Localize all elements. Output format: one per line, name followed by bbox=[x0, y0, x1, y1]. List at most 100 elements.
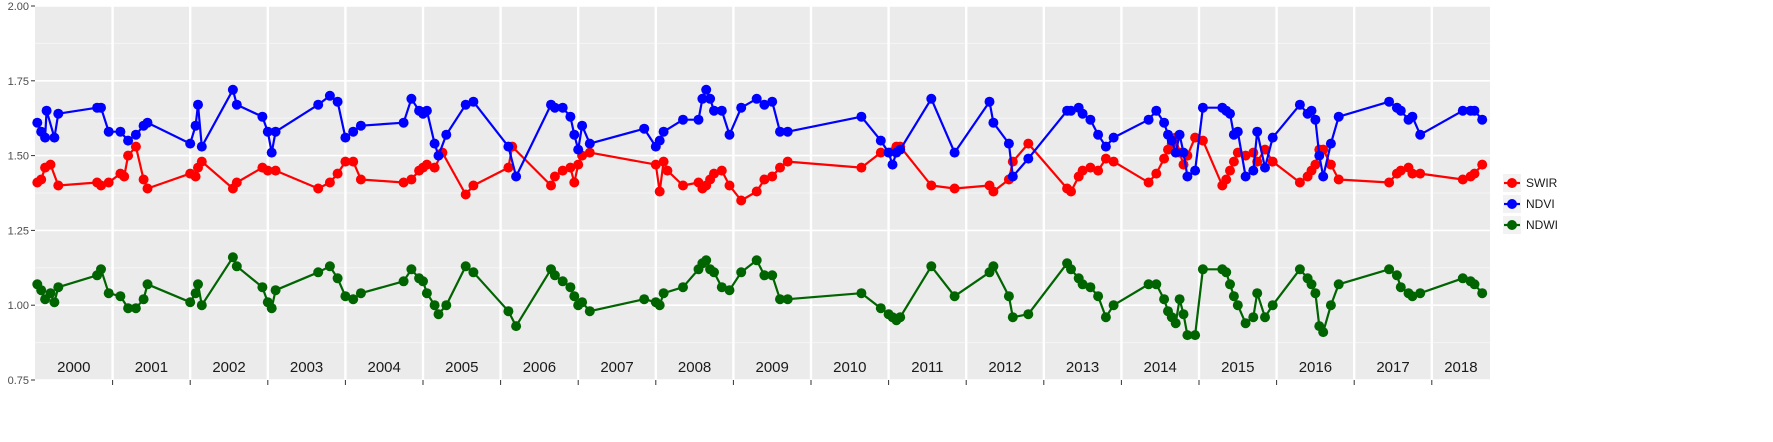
data-point-ndvi bbox=[142, 117, 153, 128]
data-point-ndvi bbox=[332, 96, 343, 107]
data-point-ndvi bbox=[227, 84, 238, 95]
legend-label: SWIR bbox=[1526, 176, 1558, 190]
data-point-swir bbox=[662, 165, 673, 176]
data-point-swir bbox=[988, 186, 999, 197]
data-point-ndvi bbox=[231, 99, 242, 110]
data-point-ndvi bbox=[557, 102, 568, 113]
data-point-ndvi bbox=[565, 111, 576, 122]
data-point-swir bbox=[875, 147, 886, 158]
data-point-ndvi bbox=[1007, 171, 1018, 182]
year-separator-lines bbox=[111, 6, 1434, 380]
data-point-ndwi bbox=[1232, 300, 1243, 311]
data-point-ndvi bbox=[398, 117, 409, 128]
data-point-ndwi bbox=[584, 306, 595, 317]
data-point-ndvi bbox=[1267, 132, 1278, 143]
data-point-ndvi bbox=[639, 123, 650, 134]
data-point-ndvi bbox=[115, 126, 126, 137]
data-point-ndvi bbox=[1457, 105, 1468, 116]
data-point-swir bbox=[782, 156, 793, 167]
data-point-ndwi bbox=[406, 264, 417, 275]
data-point-ndvi bbox=[324, 90, 335, 101]
data-point-swir bbox=[1093, 165, 1104, 176]
data-point-swir bbox=[759, 174, 770, 185]
data-point-ndwi bbox=[348, 294, 359, 305]
year-label: 2008 bbox=[678, 359, 711, 376]
data-point-ndvi bbox=[1178, 147, 1189, 158]
data-point-ndwi bbox=[190, 288, 201, 299]
data-point-ndwi bbox=[1023, 309, 1034, 320]
data-point-ndwi bbox=[421, 288, 432, 299]
data-point-ndwi bbox=[1240, 318, 1251, 329]
data-point-swir bbox=[658, 156, 669, 167]
data-point-ndvi bbox=[1093, 129, 1104, 140]
data-point-ndvi bbox=[775, 126, 785, 137]
data-point-ndwi bbox=[1333, 279, 1344, 290]
data-point-swir bbox=[324, 177, 335, 188]
data-point-ndvi bbox=[406, 93, 417, 104]
data-point-swir bbox=[142, 183, 153, 194]
data-point-ndwi bbox=[751, 255, 762, 266]
data-point-ndwi bbox=[324, 261, 335, 272]
data-point-ndvi bbox=[736, 102, 747, 113]
data-point-ndwi bbox=[1170, 318, 1181, 329]
data-point-ndwi bbox=[1225, 279, 1235, 290]
data-point-ndwi bbox=[1325, 300, 1336, 311]
data-point-ndwi bbox=[569, 291, 580, 302]
data-point-ndvi bbox=[654, 135, 665, 146]
data-point-swir bbox=[313, 183, 324, 194]
data-point-ndvi bbox=[313, 99, 324, 110]
data-point-ndwi bbox=[549, 270, 560, 281]
data-point-ndwi bbox=[557, 276, 568, 287]
data-point-ndvi bbox=[1232, 126, 1243, 137]
data-point-swir bbox=[1143, 177, 1154, 188]
data-point-swir bbox=[119, 171, 130, 182]
data-point-swir bbox=[949, 183, 960, 194]
legend-key-point bbox=[1507, 199, 1517, 209]
data-point-ndvi bbox=[988, 117, 999, 128]
y-tick-label: 1.25 bbox=[8, 225, 29, 237]
data-point-swir bbox=[1333, 174, 1344, 185]
data-point-ndvi bbox=[701, 84, 712, 95]
data-point-ndvi bbox=[1197, 102, 1208, 113]
data-point-swir bbox=[767, 171, 778, 182]
data-point-ndwi bbox=[231, 261, 242, 272]
data-point-swir bbox=[103, 177, 114, 188]
data-point-ndwi bbox=[36, 285, 47, 296]
data-point-ndwi bbox=[782, 294, 793, 305]
data-point-swir bbox=[1066, 186, 1076, 197]
data-point-ndwi bbox=[988, 261, 999, 272]
data-point-ndwi bbox=[1306, 279, 1317, 290]
data-point-ndvi bbox=[926, 93, 937, 104]
data-point-swir bbox=[549, 171, 560, 182]
legend-key-point bbox=[1507, 178, 1517, 188]
data-point-ndvi bbox=[549, 102, 560, 113]
data-point-ndwi bbox=[1395, 282, 1406, 293]
data-point-ndvi bbox=[340, 132, 351, 143]
data-point-swir bbox=[724, 180, 735, 191]
data-point-ndwi bbox=[1093, 291, 1104, 302]
data-point-swir bbox=[573, 159, 584, 170]
data-point-swir bbox=[138, 174, 149, 185]
data-point-ndwi bbox=[398, 276, 409, 287]
data-point-ndvi bbox=[678, 114, 688, 125]
data-point-ndvi bbox=[348, 126, 359, 137]
data-point-ndvi bbox=[709, 105, 719, 116]
data-point-swir bbox=[348, 156, 359, 167]
data-point-swir bbox=[1007, 156, 1018, 167]
data-point-swir bbox=[736, 195, 747, 206]
data-point-ndvi bbox=[1240, 171, 1251, 182]
data-point-ndvi bbox=[429, 138, 440, 149]
data-point-ndvi bbox=[1159, 117, 1170, 128]
year-label: 2000 bbox=[57, 359, 90, 376]
data-point-ndvi bbox=[1407, 111, 1418, 122]
data-point-ndwi bbox=[1085, 282, 1096, 293]
data-point-ndvi bbox=[1100, 141, 1111, 152]
legend-entry-ndwi: NDWI bbox=[1503, 216, 1558, 234]
data-point-ndwi bbox=[1469, 279, 1480, 290]
data-point-ndvi bbox=[856, 111, 867, 122]
data-point-ndwi bbox=[266, 303, 277, 314]
data-point-swir bbox=[1190, 132, 1201, 143]
data-point-swir bbox=[406, 174, 417, 185]
data-point-ndwi bbox=[433, 309, 444, 320]
data-point-ndvi bbox=[875, 135, 886, 146]
